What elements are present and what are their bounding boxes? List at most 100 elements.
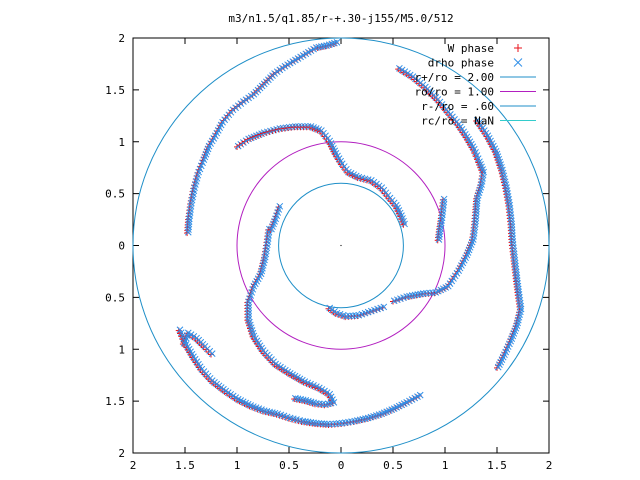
- drho-phase-point: [326, 420, 334, 428]
- drho-phase-point: [494, 363, 502, 371]
- drho-phase-point: [185, 223, 193, 231]
- x-tick-label: 0: [338, 459, 345, 472]
- drho-phase-point: [513, 277, 521, 285]
- drho-phase-point: [326, 304, 334, 312]
- drho-phase-point: [245, 307, 252, 314]
- drho-phase-point: [511, 256, 519, 264]
- drho-phase-point: [473, 197, 481, 205]
- drho-phase-point: [268, 225, 275, 233]
- drho-phase-point: [474, 194, 481, 202]
- drho-phase-point: [180, 339, 188, 347]
- drho-phase-point: [323, 420, 331, 428]
- drho-phase-point: [176, 326, 184, 334]
- drho-phase-point: [419, 290, 427, 297]
- drho-phase-point: [185, 226, 192, 233]
- drho-phase-point: [512, 262, 519, 270]
- y-tick-label: 1: [118, 343, 125, 356]
- reference-circles: [132, 37, 550, 454]
- drho-phase-point: [508, 226, 516, 234]
- drho-phase-point: [245, 301, 252, 309]
- y-tick-label: 0: [118, 240, 125, 253]
- drho-phase-point: [509, 235, 516, 243]
- drho-phase-point: [292, 394, 299, 402]
- drho-phase-point: [509, 232, 516, 240]
- y-tick-label: 1: [118, 136, 125, 149]
- x-tick-label: 1: [234, 459, 241, 472]
- legend-label: r-/ro = .60: [421, 100, 494, 113]
- radius-circle: [132, 37, 550, 454]
- y-tick-label: 1.5: [105, 84, 125, 97]
- drho-phase-point: [513, 274, 521, 282]
- drho-phase-point: [184, 228, 192, 236]
- drho-phase-point: [304, 418, 312, 426]
- drho-phase-point: [185, 215, 193, 223]
- axis-ticks: 2 1.5 1 0.5 0 0.5 1 1.5 221.510.500.511.52: [105, 32, 552, 472]
- drho-phase-point: [401, 220, 408, 228]
- drho-phase-point: [473, 205, 480, 213]
- drho-phase-point: [307, 418, 315, 426]
- drho-phase-point: [508, 229, 516, 237]
- drho-phase-point: [299, 396, 307, 404]
- drho-phase-point: [411, 291, 419, 299]
- origin-dot: [340, 244, 342, 247]
- drho-phase-point: [323, 42, 330, 49]
- drho-phase-point: [245, 310, 252, 317]
- legend-label: ro/ro = 1.00: [415, 86, 494, 99]
- y-tick-label: 1.5: [105, 395, 125, 408]
- data-points: [175, 39, 525, 428]
- chart-title: m3/n1.5/q1.85/r-+.30-j155/M5.0/512: [228, 12, 453, 25]
- drho-phase-point: [318, 43, 325, 50]
- drho-phase-point: [302, 418, 309, 425]
- drho-phase-point: [315, 420, 323, 427]
- x-tick-label: 2: [546, 459, 553, 472]
- y-tick-label: 2: [118, 32, 125, 45]
- x-tick-label: 1.5: [487, 459, 507, 472]
- drho-phase-point: [473, 202, 481, 210]
- drho-phase-point: [514, 282, 522, 290]
- drho-phase-point: [245, 313, 252, 320]
- drho-phase-point: [320, 42, 328, 50]
- radius-circle: [236, 141, 446, 350]
- drho-phase-point: [310, 419, 317, 427]
- drho-phase-point: [508, 220, 516, 228]
- legend-plus-marker: [514, 44, 522, 52]
- drho-phase-point: [515, 288, 523, 296]
- legend-label: drho phase: [428, 57, 494, 70]
- drho-phase-point: [390, 297, 398, 305]
- drho-phase-point: [408, 292, 416, 299]
- drho-phase-point: [511, 259, 519, 267]
- legend-label: r+/ro = 2.00: [415, 71, 494, 84]
- radius-circle: [278, 182, 404, 309]
- legend-label: W phase: [448, 42, 494, 55]
- drho-phase-point: [185, 220, 193, 228]
- drho-phase-point: [414, 291, 422, 298]
- drho-phase-point: [508, 223, 516, 231]
- drho-phase-point: [245, 298, 252, 306]
- drho-phase-point: [514, 280, 521, 287]
- legend-x-marker: [513, 58, 523, 67]
- drho-phase-point: [297, 395, 304, 403]
- drho-phase-point: [417, 290, 424, 298]
- drho-phase-point: [513, 271, 520, 279]
- x-tick-label: 1: [442, 459, 449, 472]
- drho-phase-point: [312, 419, 320, 427]
- drho-phase-point: [318, 420, 325, 427]
- drho-phase-point: [294, 395, 302, 403]
- x-tick-label: 1.5: [175, 459, 195, 472]
- x-tick-label: 0.5: [383, 459, 403, 472]
- drho-phase-point: [512, 268, 520, 276]
- x-tick-label: 2: [130, 459, 137, 472]
- legend-label: rc/ro = NaN: [421, 115, 494, 128]
- drho-phase-point: [435, 236, 443, 243]
- drho-phase-point: [473, 200, 481, 207]
- drho-phase-point: [512, 265, 520, 273]
- y-tick-label: 0.5: [105, 291, 125, 304]
- drho-phase-point: [315, 43, 323, 51]
- drho-phase-point: [245, 304, 252, 311]
- drho-phase-point: [320, 420, 328, 428]
- drho-phase-point: [185, 218, 193, 225]
- y-tick-label: 2: [118, 447, 125, 460]
- x-tick-label: 0.5: [279, 459, 299, 472]
